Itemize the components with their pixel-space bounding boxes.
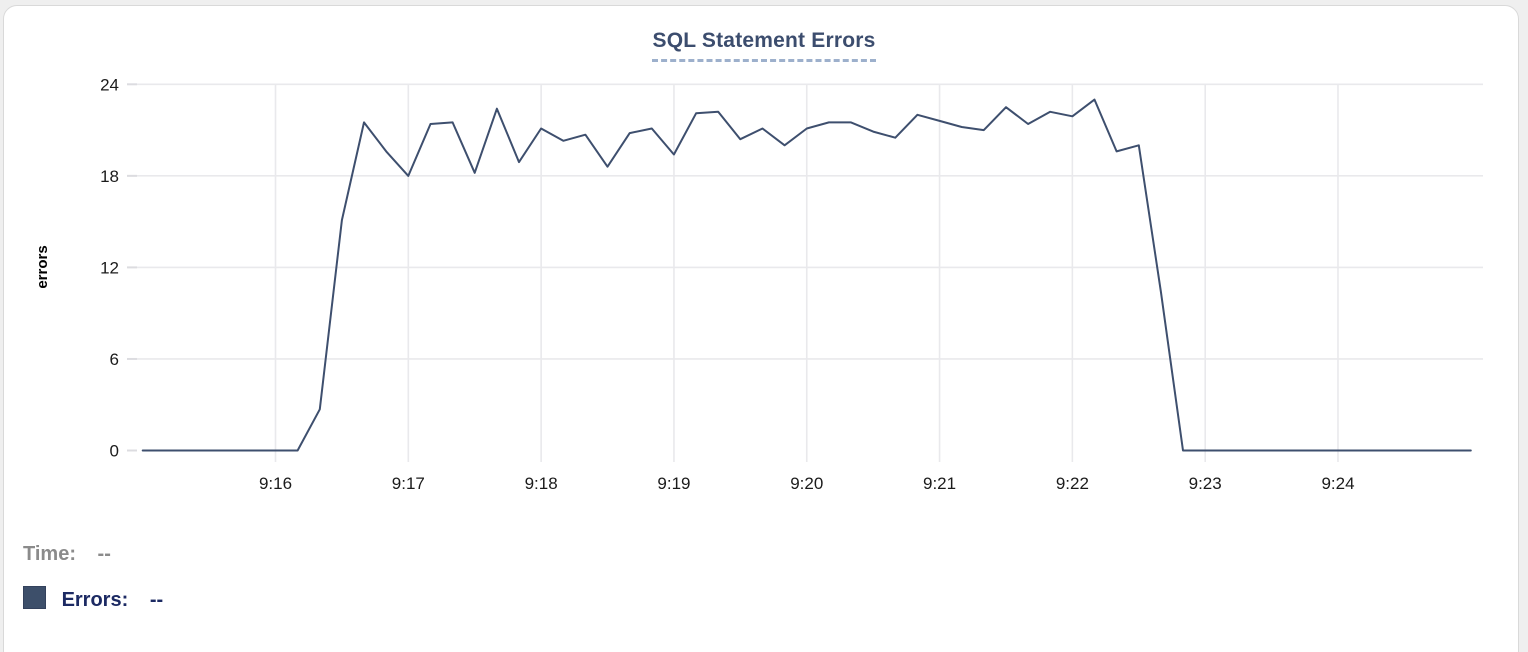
legend-time-value: -- [97,543,111,565]
chart-title[interactable]: SQL Statement Errors [652,29,876,62]
y-tick-label: 0 [110,442,119,461]
gridlines [127,83,1483,462]
x-tick-label: 9:17 [392,474,425,493]
axis-tick-labels: 0 6 12 18 24 9:16 9:17 9:18 9:19 9:20 9:21 9:22 9:23… [100,75,1354,493]
legend-time-row: Time: -- [23,543,111,566]
legend-time-label: Time: [23,543,76,565]
x-tick-label: 9:18 [525,474,558,493]
x-tick-label: 9:23 [1189,474,1222,493]
chart-card [3,5,1519,652]
legend-errors-row: Errors: -- [23,586,163,612]
x-tick-label: 9:21 [923,474,956,493]
y-tick-label: 6 [110,350,119,369]
errors-series-line[interactable] [141,98,1472,452]
legend-errors-value: -- [149,589,164,611]
x-tick-label: 9:20 [790,474,823,493]
x-tick-label: 9:22 [1056,474,1089,493]
y-tick-label: 24 [100,75,119,94]
chart-header: SQL Statement Errors [0,29,1528,62]
errors-line-chart[interactable]: 0 6 12 18 24 9:16 9:17 9:18 9:19 9:20 9:21 9:22 9:23… [0,0,1528,512]
legend-errors-label: Errors: [61,589,129,611]
errors-series-swatch [23,586,46,609]
x-tick-label: 9:19 [657,474,690,493]
x-tick-label: 9:16 [259,474,292,493]
y-tick-label: 12 [100,258,119,277]
y-tick-label: 18 [100,167,119,186]
y-axis-label: errors [34,245,51,288]
x-tick-label: 9:24 [1321,474,1354,493]
